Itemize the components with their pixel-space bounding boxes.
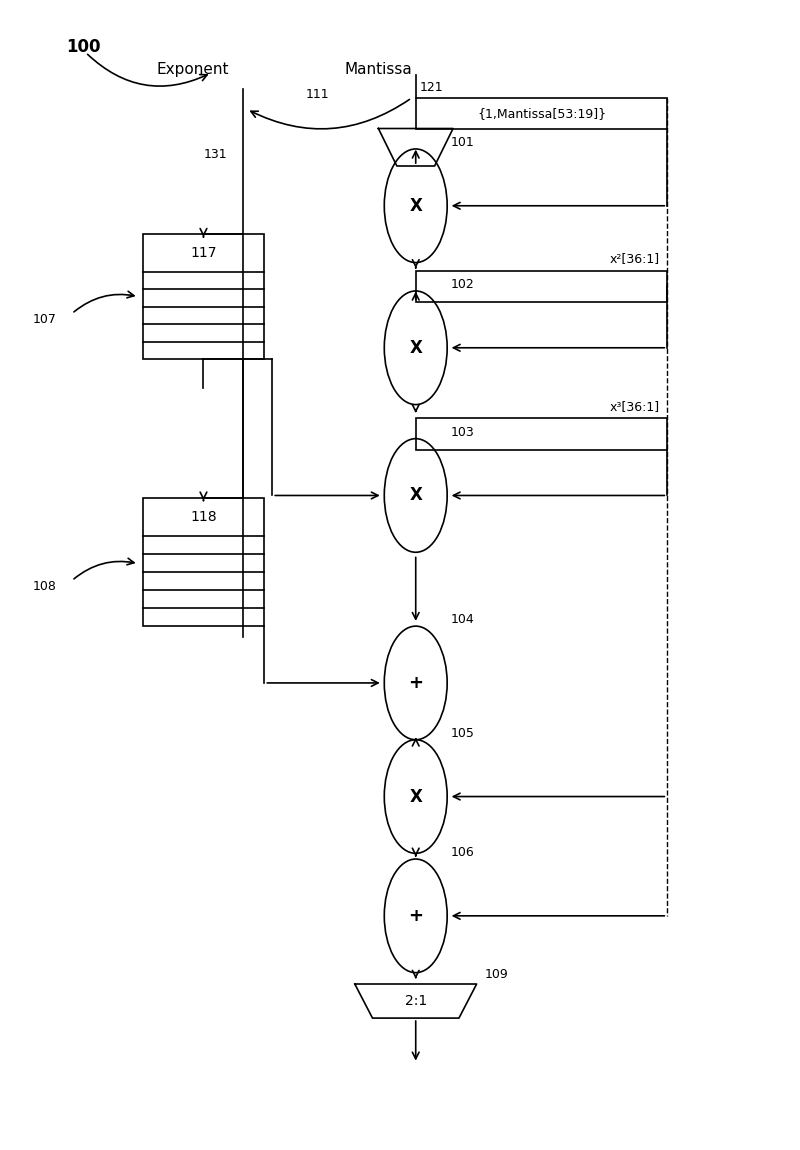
- Text: 117: 117: [190, 246, 217, 260]
- Text: 109: 109: [485, 967, 508, 981]
- Text: 106: 106: [451, 846, 475, 859]
- Bar: [142, 235, 264, 359]
- Text: X: X: [410, 339, 422, 356]
- Text: 131: 131: [203, 148, 227, 161]
- Text: 111: 111: [306, 89, 330, 101]
- Text: X: X: [410, 486, 422, 505]
- Text: +: +: [408, 907, 423, 925]
- Text: 118: 118: [190, 509, 217, 524]
- Text: 2:1: 2:1: [405, 994, 427, 1009]
- Text: {1,Mantissa[53:19]}: {1,Mantissa[53:19]}: [477, 107, 606, 120]
- Text: x³[36:1]: x³[36:1]: [610, 399, 659, 413]
- Text: Exponent: Exponent: [156, 62, 229, 77]
- Text: 105: 105: [451, 727, 475, 739]
- Bar: [416, 419, 667, 450]
- Text: 101: 101: [451, 136, 475, 150]
- Text: 102: 102: [451, 278, 475, 291]
- Text: 100: 100: [66, 38, 101, 55]
- Text: 104: 104: [451, 613, 475, 626]
- Bar: [416, 98, 667, 129]
- Text: Mantissa: Mantissa: [345, 62, 413, 77]
- Text: x²[36:1]: x²[36:1]: [610, 252, 659, 264]
- Text: X: X: [410, 197, 422, 215]
- Bar: [142, 498, 264, 626]
- Text: +: +: [408, 674, 423, 692]
- Text: 121: 121: [420, 81, 443, 94]
- Text: 103: 103: [451, 426, 475, 438]
- Text: 107: 107: [32, 313, 56, 325]
- Text: X: X: [410, 788, 422, 805]
- Bar: [416, 270, 667, 302]
- Text: 108: 108: [32, 580, 56, 593]
